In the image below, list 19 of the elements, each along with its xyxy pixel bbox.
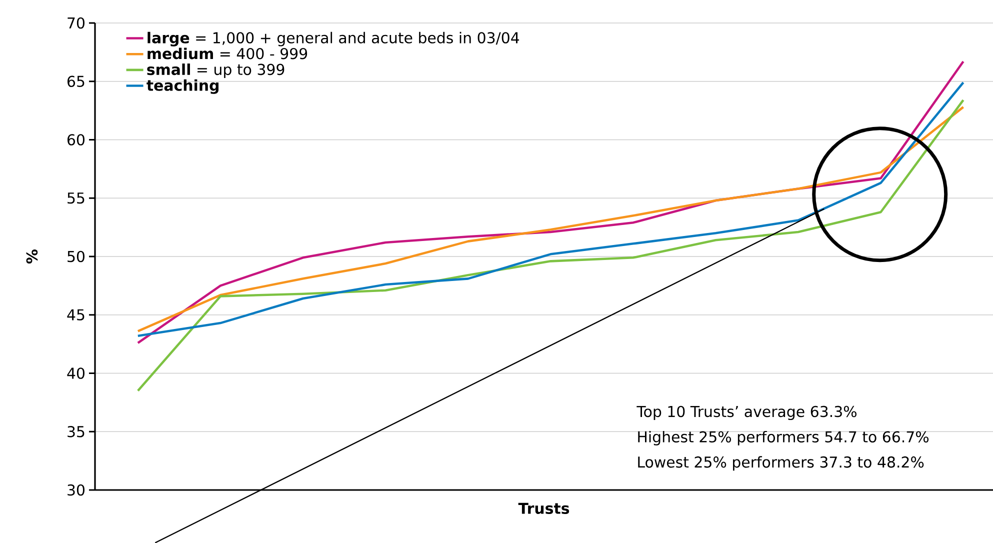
y-tick-label: 30 xyxy=(68,484,84,496)
line-series xyxy=(136,98,964,392)
annotation: Lowest 25% performers 37.3 to 48.2% xyxy=(638,456,924,471)
legend-label: large = 1,000 + general and acute beds in 03/04 xyxy=(148,32,520,46)
legend-label: medium = 400 - 999 xyxy=(148,48,308,60)
y-tick-label: 60 xyxy=(68,134,84,146)
y-tick-label: 65 xyxy=(68,76,84,88)
y-tick-label: 45 xyxy=(67,309,84,320)
y-tick-label: 35 xyxy=(68,426,84,438)
y-axis-title: % xyxy=(26,249,38,264)
legend-label: teaching xyxy=(146,79,218,94)
y-tick-label: 70 xyxy=(68,17,84,29)
y-tick-label: 40 xyxy=(67,368,84,379)
legend-label: small = up to 399 xyxy=(147,64,284,78)
annotation: Top 10 Trusts’ average 63.3% xyxy=(636,406,856,420)
x-axis-title: Trusts xyxy=(518,502,570,514)
annotation: Highest 25% performers 54.7 to 66.7% xyxy=(638,430,929,446)
y-tick-label: 50 xyxy=(68,250,84,262)
y-tick-label: 55 xyxy=(68,192,84,204)
